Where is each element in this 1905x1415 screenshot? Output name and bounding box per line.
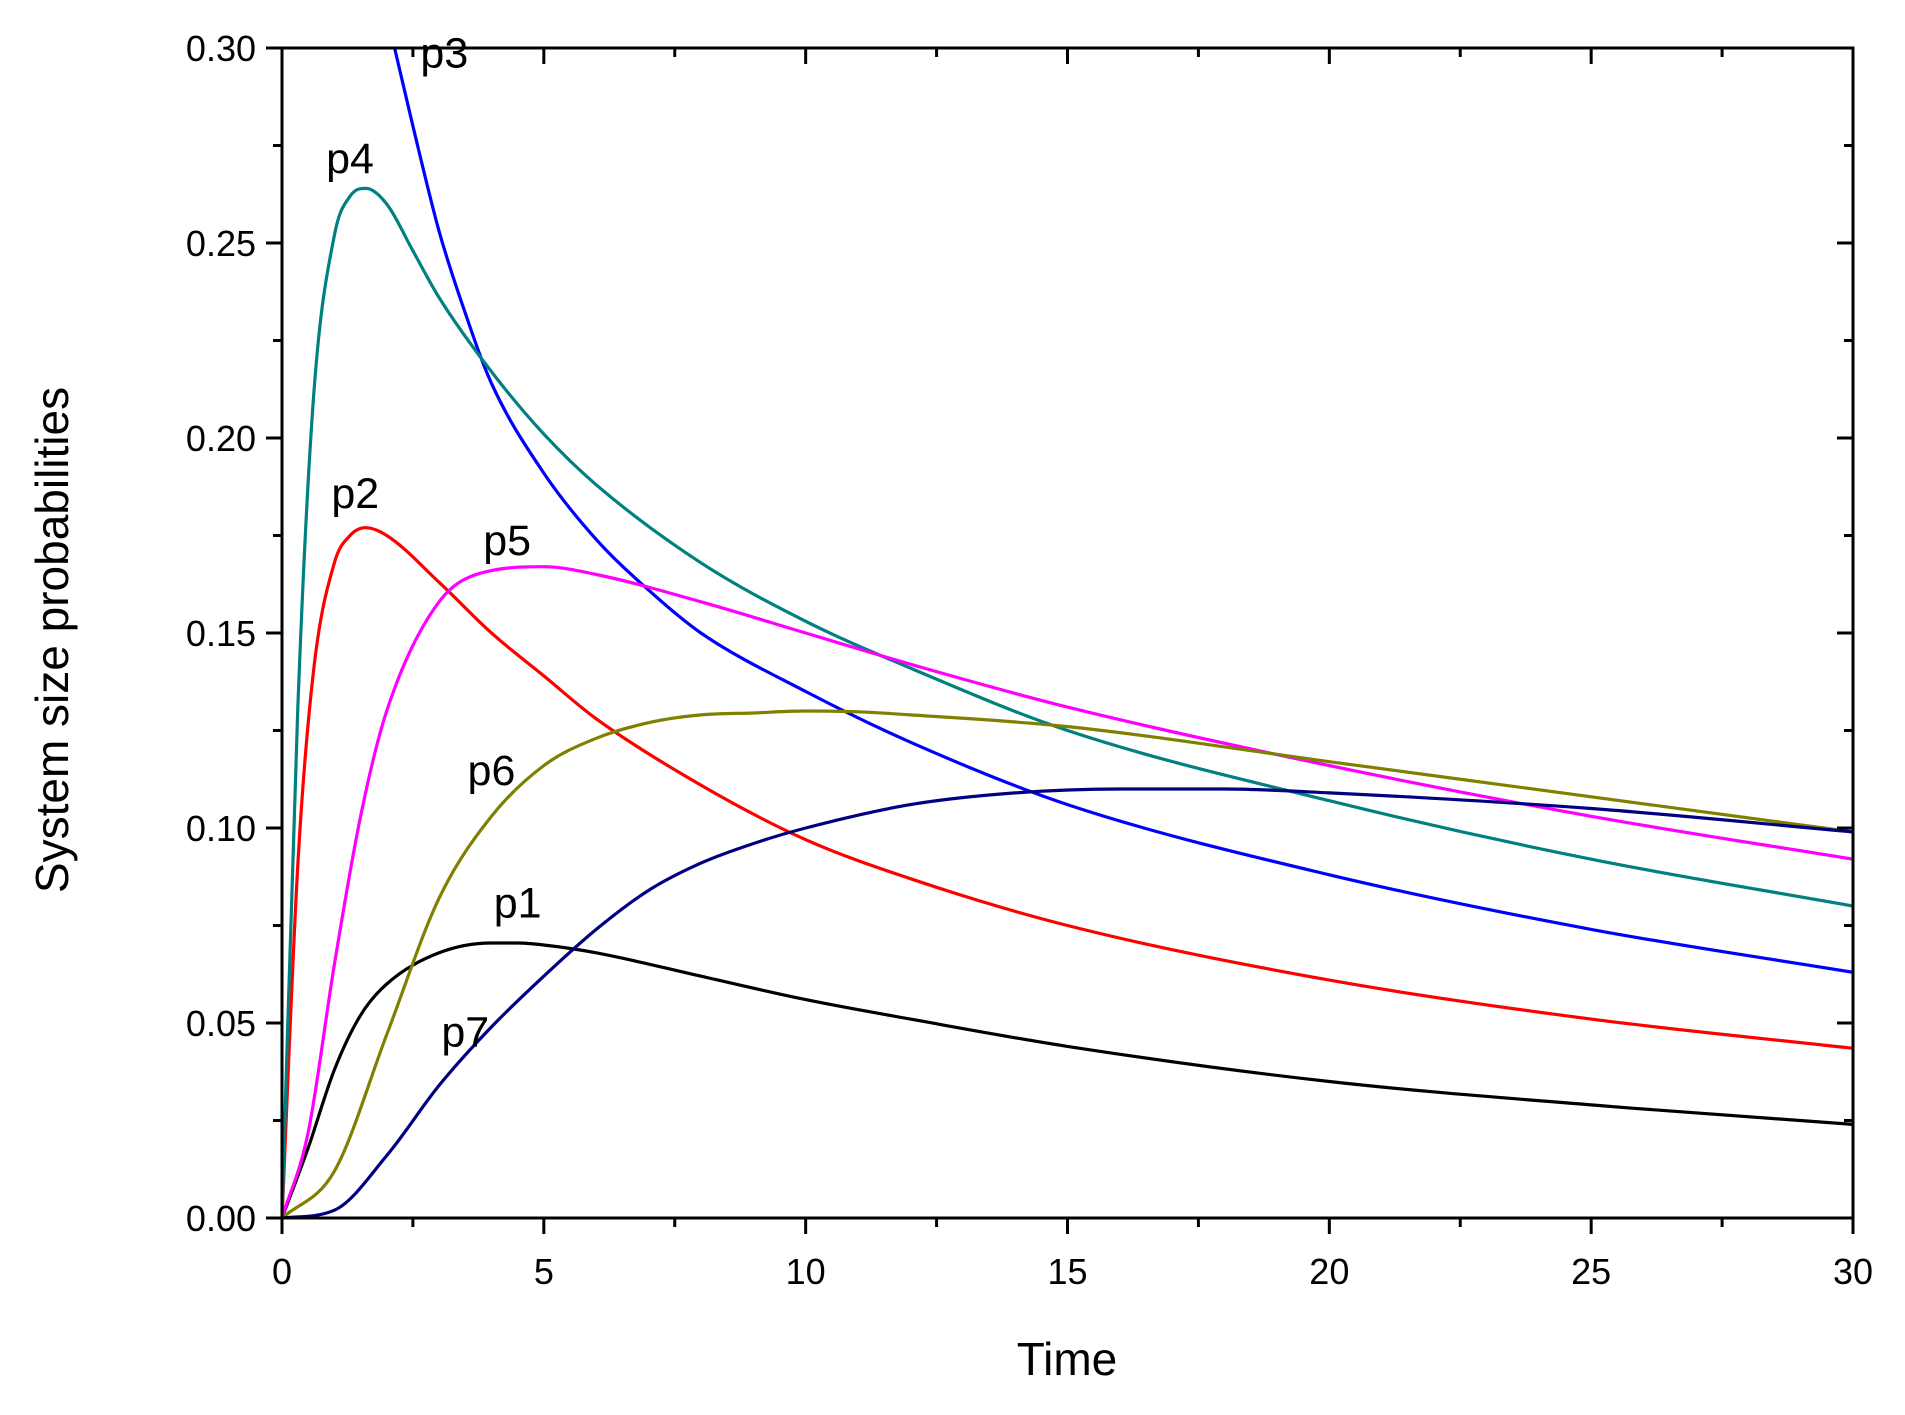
- y-tick-label: 0.10: [186, 808, 256, 849]
- y-axis-title: System size probabilities: [26, 387, 78, 893]
- series-p4-line: [282, 186, 1853, 1218]
- series-label-p3: p3: [420, 30, 468, 78]
- series-p6-line: [282, 709, 1853, 1218]
- series-p1-line: [282, 941, 1853, 1218]
- x-axis-title: Time: [1017, 1333, 1118, 1385]
- series-label-p1: p1: [494, 880, 542, 928]
- series-label-p6: p6: [468, 747, 516, 795]
- series-labels: p1 p2 p3 p4 p5 p6 p7: [326, 30, 541, 1057]
- y-tick-label: 0.20: [186, 418, 256, 459]
- axes: 0 5 10 15 20 25 30 0.00 0.05 0.10 0.15 0.20 0.25 0.30: [186, 28, 1873, 1292]
- x-tick-label: 30: [1833, 1251, 1873, 1292]
- y-tick-label: 0.05: [186, 1003, 256, 1044]
- y-tick-label: 0.30: [186, 28, 256, 69]
- y-tick-label: 0.15: [186, 613, 256, 654]
- x-tick-label: 15: [1047, 1251, 1087, 1292]
- y-tick-label: 0.25: [186, 223, 256, 264]
- series-p2-line: [282, 526, 1853, 1218]
- series-p3-line: [393, 48, 1853, 974]
- plot-frame: [280, 46, 1855, 1220]
- series-layer: [282, 48, 1853, 1218]
- x-tick-label: 0: [272, 1251, 292, 1292]
- y-tick-label: 0.00: [186, 1198, 256, 1239]
- x-tick-label: 25: [1571, 1251, 1611, 1292]
- series-label-p4: p4: [326, 135, 374, 183]
- series-p7-line: [282, 787, 1853, 1218]
- x-tick-label: 20: [1309, 1251, 1349, 1292]
- series-label-p2: p2: [331, 470, 379, 518]
- series-label-p5: p5: [483, 517, 531, 565]
- series-p5-line: [282, 565, 1853, 1218]
- x-tick-label: 5: [534, 1251, 554, 1292]
- x-tick-label: 10: [786, 1251, 826, 1292]
- series-label-p7: p7: [441, 1008, 489, 1056]
